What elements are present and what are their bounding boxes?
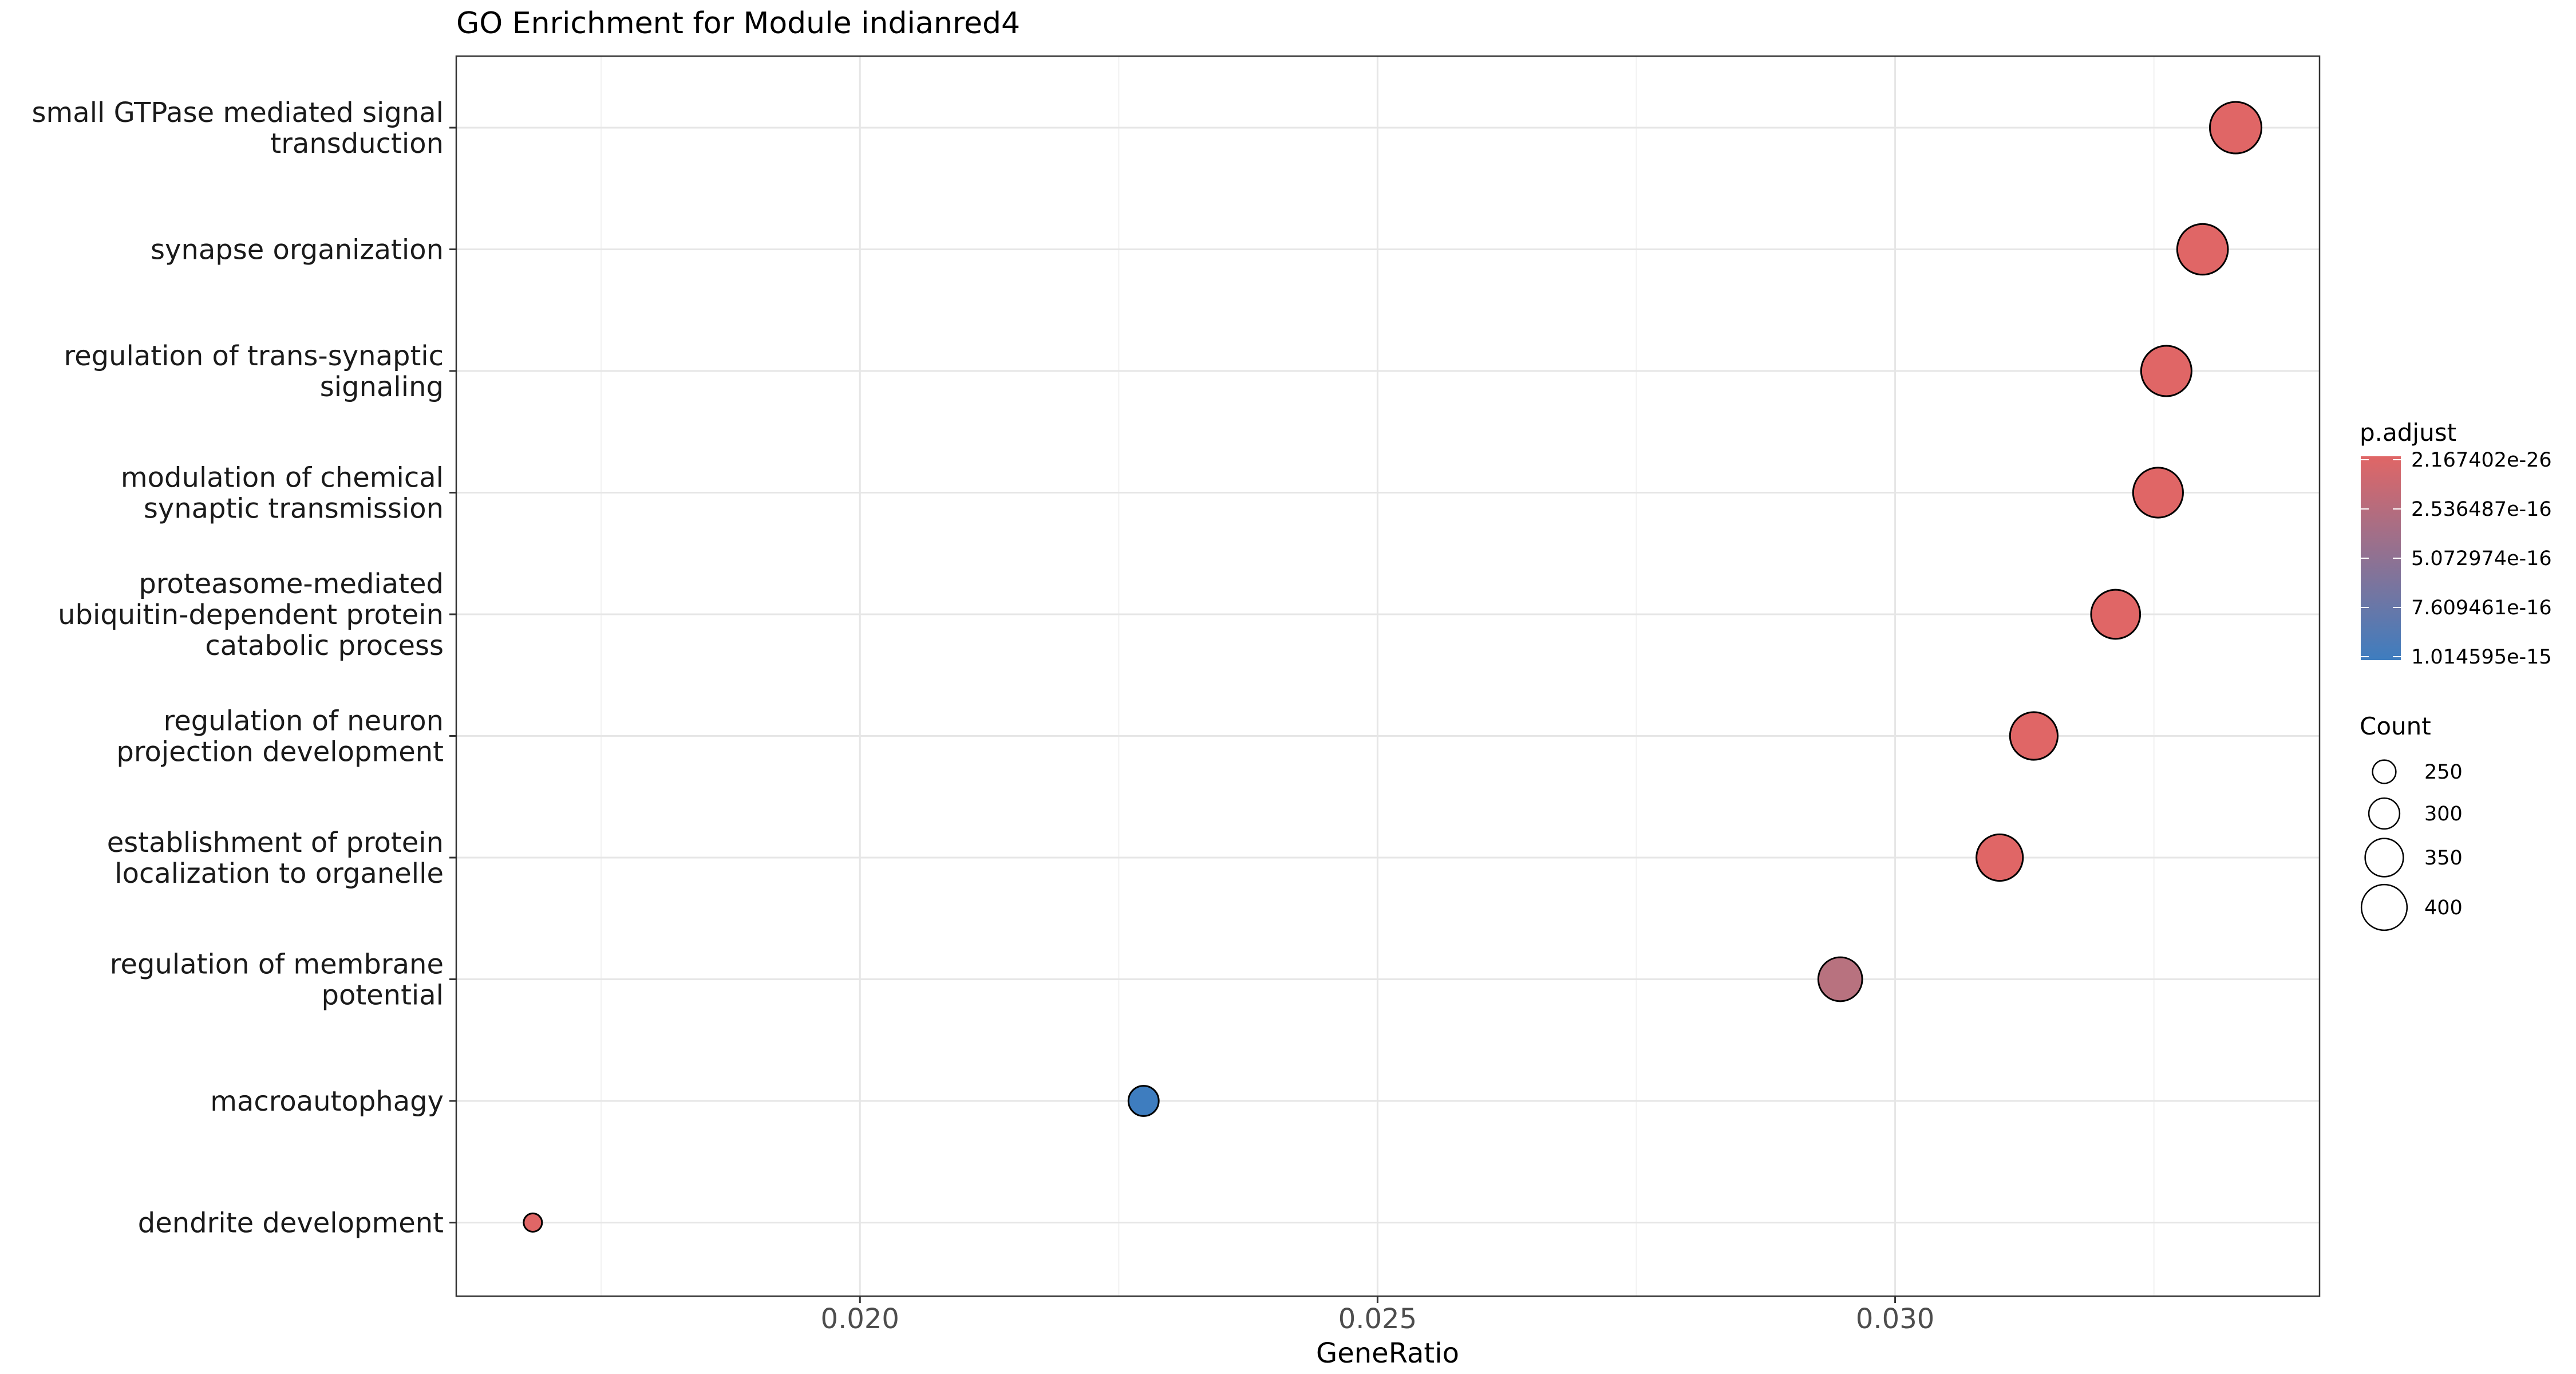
y-tick-label: potential — [321, 980, 444, 1012]
data-point — [1976, 833, 2024, 882]
x-tick-label: 0.025 — [1338, 1303, 1417, 1335]
grid — [456, 56, 2320, 1296]
y-tick-label: projection development — [116, 736, 444, 768]
y-tick-label: macroautophagy — [210, 1085, 444, 1118]
y-tick-label: regulation of trans-synaptic — [64, 340, 444, 372]
y-axis-ticks — [449, 127, 456, 1223]
p-adjust-legend-label: 2.167402e-26 — [2411, 449, 2552, 472]
x-tick-label: 0.030 — [1856, 1303, 1934, 1335]
count-legend-key — [2364, 838, 2404, 878]
y-tick-label: synaptic transmission — [144, 493, 444, 525]
p-adjust-legend-label: 7.609461e-16 — [2411, 597, 2552, 619]
p-adjust-legend: p.adjust 2.167402e-26 2.536487e-16 5.07297… — [2360, 418, 2552, 669]
p-adjust-legend-label: 1.014595e-15 — [2411, 646, 2552, 669]
y-tick-label: regulation of membrane — [110, 949, 444, 981]
y-tick-label: dendrite development — [138, 1207, 444, 1239]
y-tick-label: catabolic process — [205, 630, 444, 662]
p-adjust-legend-label: 5.072974e-16 — [2411, 547, 2552, 570]
p-adjust-legend-title: p.adjust — [2360, 418, 2456, 447]
data-point — [523, 1213, 543, 1233]
p-adjust-legend-label: 2.536487e-16 — [2411, 498, 2552, 521]
count-legend-key — [2372, 759, 2397, 784]
data-point — [2132, 467, 2184, 519]
data-point — [1127, 1085, 1160, 1117]
count-legend-key — [2360, 883, 2408, 931]
x-axis-title: GeneRatio — [1316, 1337, 1459, 1369]
data-point — [2208, 101, 2263, 155]
y-tick-label: transduction — [270, 128, 444, 160]
x-axis-ticks: 0.020 0.025 0.030 — [821, 1296, 1934, 1335]
count-legend-key — [2368, 797, 2401, 830]
count-legend: Count 250 300 350 400 — [2360, 712, 2463, 931]
plot-panel-border — [455, 55, 2321, 1297]
y-tick-label: signaling — [320, 371, 444, 403]
y-tick-label: ubiquitin-dependent protein — [58, 599, 444, 631]
y-axis-labels: small GTPase mediated signaltransduction… — [32, 97, 444, 1239]
y-tick-label: localization to organelle — [114, 858, 444, 890]
count-legend-title: Count — [2360, 712, 2431, 740]
data-point — [2140, 345, 2192, 397]
count-legend-label: 250 — [2424, 761, 2463, 784]
y-tick-label: regulation of neuron — [164, 705, 444, 737]
count-legend-label: 350 — [2424, 847, 2463, 870]
y-tick-label: establishment of protein — [107, 827, 444, 859]
chart-title: GO Enrichment for Module indianred4 — [456, 6, 1020, 41]
x-tick-label: 0.020 — [821, 1303, 899, 1335]
data-point — [2176, 223, 2229, 276]
count-legend-label: 400 — [2424, 897, 2463, 919]
count-legend-label: 300 — [2424, 803, 2463, 826]
y-tick-label: modulation of chemical — [121, 462, 444, 494]
data-point — [2090, 589, 2142, 640]
y-tick-label: small GTPase mediated signal — [32, 97, 444, 129]
y-tick-label: synapse organization — [151, 234, 444, 266]
data-points — [523, 101, 2263, 1233]
data-point — [1817, 956, 1863, 1002]
data-point — [2009, 711, 2059, 761]
y-tick-label: proteasome-mediated — [139, 568, 444, 600]
